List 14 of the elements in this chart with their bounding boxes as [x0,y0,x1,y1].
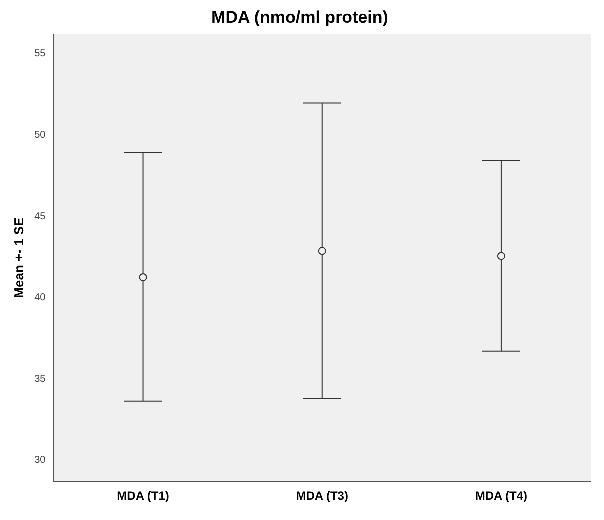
y-tick-label: 30 [34,455,46,466]
y-axis-title: Mean +- 1 SE [11,217,26,298]
point [139,274,148,282]
y-tick-label: 55 [34,48,46,60]
y-tick-label: 35 [34,374,46,385]
x-tick-label: MDA (T4) [475,489,528,504]
y-tick-label: 40 [34,292,46,304]
point [318,247,326,256]
point [497,252,506,260]
y-tick-label: 45 [34,211,46,222]
chart-title: MDA (nmo/ml protein) [212,8,388,27]
x-tick-label: MDA (T1) [117,489,170,504]
x-tick-label: MDA (T3) [296,489,348,504]
y-tick-label: 50 [34,130,46,141]
